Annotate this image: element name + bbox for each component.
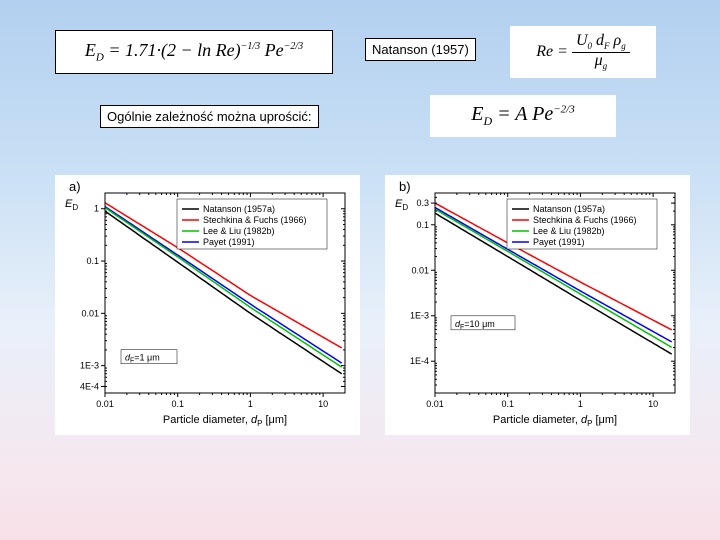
panel-label: a)	[69, 179, 81, 194]
legend-label: Natanson (1957a)	[533, 204, 605, 214]
label-simplify-text: Ogólnie zależność można uprościć:	[107, 109, 312, 124]
equation-reynolds: Re = U0 dF ρg μg	[510, 26, 656, 78]
label-natanson-text: Natanson (1957)	[372, 42, 469, 57]
label-natanson: Natanson (1957)	[365, 38, 476, 61]
y-tick-label: 1E-4	[410, 356, 429, 366]
equation-ed-simple: ED = A Pe−2/3	[430, 95, 616, 137]
x-axis-label: Particle diameter, dP [μm]	[493, 414, 617, 428]
y-axis-label: ED	[65, 198, 78, 212]
y-tick-label: 1E-3	[80, 361, 99, 371]
label-simplify: Ogólnie zależność można uprościć:	[100, 105, 319, 128]
legend-label: Stechkina & Fuchs (1966)	[533, 215, 637, 225]
y-axis-label: ED	[395, 198, 408, 212]
y-tick-label: 0.01	[81, 308, 99, 318]
legend-label: Stechkina & Fuchs (1966)	[203, 215, 307, 225]
y-tick-label: 1E-3	[410, 311, 429, 321]
x-tick-label: 0.01	[96, 399, 114, 409]
x-tick-label: 1	[578, 399, 583, 409]
chart-panel-a: 0.01 0.1 1 10 1 0.1 0.01 1E-3 4E-4 a) ED Particle d…	[55, 175, 360, 435]
y-tick-label: 0.1	[86, 256, 99, 266]
panel-label: b)	[399, 179, 411, 194]
x-tick-label: 0.1	[501, 399, 514, 409]
legend-label: Lee & Liu (1982b)	[203, 226, 275, 236]
legend-label: Lee & Liu (1982b)	[533, 226, 605, 236]
equation-ed-full: ED = 1.71·(2 − ln Re)−1/3 Pe−2/3	[55, 30, 333, 74]
chart-panel-b: 0.01 0.1 1 10 0.3 0.1 0.01 1E-3 1E-4 b) ED Particle…	[385, 175, 690, 435]
x-axis-label: Particle diameter, dP [μm]	[163, 414, 287, 428]
x-tick-label: 1	[248, 399, 253, 409]
x-tick-label: 10	[318, 399, 328, 409]
y-tick-label: 4E-4	[80, 381, 99, 391]
y-tick-label: 0.1	[416, 220, 429, 230]
legend-label: Payet (1991)	[533, 237, 585, 247]
legend-label: Payet (1991)	[203, 237, 255, 247]
x-tick-label: 10	[648, 399, 658, 409]
y-tick-label: 1	[94, 204, 99, 214]
eq-lhs: ED = 1.71·(2 − ln Re)−1/3 Pe−2/3	[85, 40, 303, 64]
x-tick-label: 0.01	[426, 399, 444, 409]
y-tick-label: 0.3	[416, 198, 429, 208]
y-tick-label: 0.01	[411, 265, 429, 275]
x-tick-label: 0.1	[171, 399, 184, 409]
legend-label: Natanson (1957a)	[203, 204, 275, 214]
